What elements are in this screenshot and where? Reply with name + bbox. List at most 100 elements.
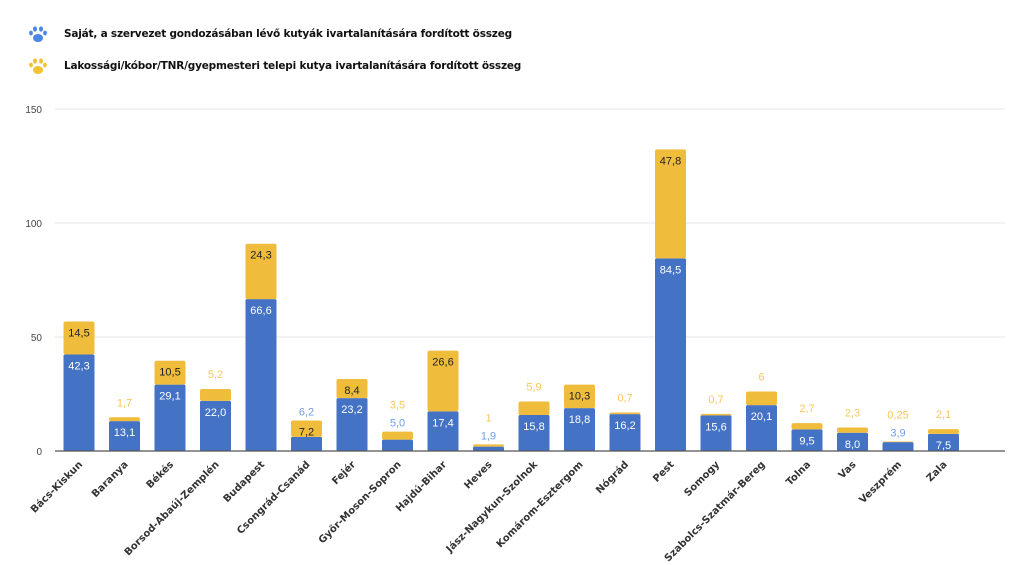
bar-public xyxy=(518,401,550,415)
data-label-own: 3,9 xyxy=(890,428,905,440)
bar-own xyxy=(200,400,231,451)
bar-own xyxy=(655,258,686,451)
x-tick-label: Szabolcs-Szatmár-Bereg xyxy=(662,459,768,565)
x-tick-label: Békés xyxy=(144,459,176,491)
data-label-own: 7,5 xyxy=(936,440,951,452)
x-tick-label: Somogy xyxy=(682,459,722,499)
data-label-own: 8,0 xyxy=(845,439,860,451)
data-label-own: 15,6 xyxy=(705,421,726,433)
bar-public xyxy=(746,391,777,406)
bar-own xyxy=(609,414,641,451)
data-label-own: 23,2 xyxy=(341,404,362,416)
data-label-public: 26,6 xyxy=(432,357,453,369)
data-label-public: 0,7 xyxy=(708,394,723,406)
x-tick-label: Heves xyxy=(463,459,495,491)
bar-public xyxy=(63,321,95,355)
data-label-own: 18,8 xyxy=(569,414,590,426)
data-label-public: 0,7 xyxy=(617,392,632,404)
x-tick-label: Pest xyxy=(651,459,677,485)
data-label-public: 6 xyxy=(758,371,764,383)
legend-item-public: Lakossági/kóbor/TNR/gyepmesteri telepi k… xyxy=(28,50,521,82)
legend-label: Lakossági/kóbor/TNR/gyepmesteri telepi k… xyxy=(64,60,522,72)
data-label-own: 6,2 xyxy=(299,406,314,418)
x-tick-label: Tolna xyxy=(784,459,813,488)
data-label-own: 22,0 xyxy=(205,407,226,419)
bar-public xyxy=(382,431,413,440)
data-label-own: 66,6 xyxy=(250,305,271,317)
data-label-public: 10,5 xyxy=(159,367,180,379)
x-tick-label: Győr-Moson-Sopron xyxy=(316,459,404,547)
data-label-own: 15,8 xyxy=(523,421,544,433)
data-label-own: 1,9 xyxy=(481,430,496,442)
data-label-own: 29,1 xyxy=(159,391,180,403)
data-label-public: 24,3 xyxy=(250,250,271,262)
bar-own xyxy=(473,446,504,451)
data-label-public: 5,9 xyxy=(526,382,541,394)
legend-item-own: Saját, a szervezet gondozásában lévő kut… xyxy=(28,18,521,50)
data-label-public: 10,3 xyxy=(569,391,590,403)
x-tick-label: Nógrád xyxy=(593,459,631,497)
data-label-own: 20,1 xyxy=(751,411,772,423)
bar-own xyxy=(837,432,868,451)
bar-public xyxy=(700,413,732,416)
data-label-public: 8,4 xyxy=(344,385,359,397)
x-tick-label: Fejér xyxy=(330,459,359,488)
paw-icon xyxy=(29,58,47,74)
bar-public xyxy=(154,360,186,385)
data-label-public: 1 xyxy=(485,412,491,424)
x-tick-label: Bács-Kiskun xyxy=(28,459,85,516)
data-label-public: 3,5 xyxy=(390,400,405,412)
bar-own xyxy=(336,398,368,451)
data-label-own: 13,1 xyxy=(114,427,135,439)
x-tick-label: Zala xyxy=(925,459,950,484)
x-tick-label: Komárom-Esztergom xyxy=(494,459,586,551)
y-tick-label: 150 xyxy=(25,105,42,116)
y-tick-label: 50 xyxy=(31,333,43,344)
bar-public xyxy=(109,417,140,422)
bar-own xyxy=(291,436,322,451)
data-label-own: 17,4 xyxy=(432,417,453,429)
bar-public xyxy=(609,412,641,415)
bar-own xyxy=(882,442,914,451)
bar-public xyxy=(473,444,504,447)
bar-own xyxy=(746,405,777,451)
data-label-public: 7,2 xyxy=(299,426,314,438)
data-label-public: 2,3 xyxy=(845,408,860,420)
data-label-public: 5,2 xyxy=(208,369,223,381)
bar-public xyxy=(837,427,868,433)
paw-icon xyxy=(29,26,47,42)
bar-public xyxy=(291,420,322,437)
bar-own xyxy=(518,414,550,451)
x-tick-label: Baranya xyxy=(90,459,131,500)
x-tick-label: Jász-Nagykun-Szolnok xyxy=(443,458,540,555)
bar-own xyxy=(791,429,823,451)
bar-own xyxy=(109,421,140,451)
data-label-public: 14,5 xyxy=(68,327,89,339)
bar-public xyxy=(928,429,959,434)
x-tick-label: Csongrád-Csanád xyxy=(234,459,312,537)
data-label-own: 9,5 xyxy=(799,435,814,447)
bar-own xyxy=(154,384,186,451)
bar-public xyxy=(882,441,914,443)
data-label-own: 16,2 xyxy=(614,420,635,432)
data-label-public: 2,7 xyxy=(799,403,814,415)
x-tick-label: Budapest xyxy=(222,459,268,505)
bar-public xyxy=(245,243,277,300)
bar-own xyxy=(245,299,277,451)
bar-public xyxy=(655,149,686,259)
bar-public xyxy=(427,350,459,412)
bar-own xyxy=(564,408,595,451)
x-tick-label: Vas xyxy=(837,459,859,481)
bar-public xyxy=(791,423,823,430)
data-label-own: 5,0 xyxy=(390,418,405,430)
x-tick-label: Veszprém xyxy=(857,459,904,506)
data-label-public: 47,8 xyxy=(660,155,681,167)
legend-label: Saját, a szervezet gondozásában lévő kut… xyxy=(64,28,512,40)
y-tick-label: 100 xyxy=(25,219,42,230)
data-label-own: 84,5 xyxy=(660,264,681,276)
data-label-public: 0,25 xyxy=(887,410,908,422)
data-label-own: 42,3 xyxy=(68,361,89,373)
bar-public xyxy=(564,384,595,409)
data-label-public: 2,1 xyxy=(936,409,951,421)
